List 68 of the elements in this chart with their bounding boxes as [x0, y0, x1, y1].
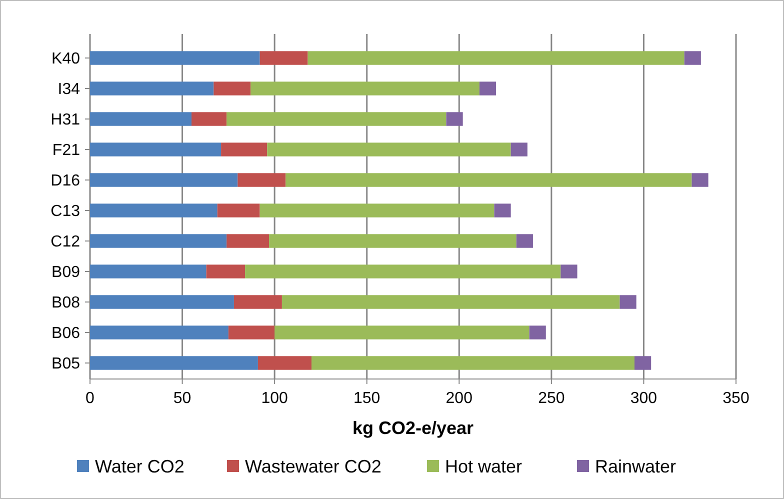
bar: [684, 51, 701, 65]
x-tick-label: 350: [722, 390, 750, 407]
y-tick-label: B09: [52, 264, 80, 282]
y-tick-label: C13: [50, 203, 80, 220]
bar: [267, 142, 511, 156]
bar: [217, 204, 260, 218]
bar: [269, 234, 516, 248]
bar: [311, 356, 634, 370]
y-tick-label: K40: [52, 50, 80, 68]
bar: [692, 173, 708, 187]
bar: [494, 204, 511, 218]
y-tick-label: H31: [50, 112, 80, 129]
bar: [308, 51, 684, 65]
bar: [260, 204, 494, 218]
bar: [214, 82, 251, 96]
bar: [206, 264, 246, 278]
x-axis-title: kg CO2-e/year: [352, 418, 474, 438]
bar: [226, 112, 446, 126]
bar: [516, 234, 533, 248]
bar: [192, 112, 227, 126]
x-tick-label: 250: [538, 390, 565, 407]
legend-label: Wastewater CO2: [245, 456, 382, 476]
bar: [258, 356, 312, 370]
bar: [221, 142, 268, 156]
bar: [260, 51, 308, 65]
bar: [90, 326, 228, 340]
y-tick-label: B06: [52, 325, 80, 342]
bar: [560, 264, 578, 278]
y-tick-label: I34: [58, 81, 80, 98]
bar: [634, 356, 652, 370]
bar: [226, 234, 270, 248]
bar: [234, 295, 282, 309]
y-tick-label: B08: [52, 294, 80, 312]
bar: [90, 204, 218, 218]
x-tick-label: 150: [354, 390, 380, 407]
legend-label: Hot water: [445, 456, 522, 476]
bar: [274, 326, 530, 340]
bar: [510, 142, 528, 156]
bar: [479, 82, 496, 96]
y-tick-label: D16: [50, 172, 80, 190]
bar: [286, 173, 692, 187]
bar: [620, 295, 636, 309]
bar: [529, 326, 546, 340]
bar: [90, 356, 258, 370]
bar: [446, 112, 463, 126]
bar: [90, 264, 206, 278]
legend-label: Rainwater: [595, 456, 676, 476]
bar: [245, 264, 561, 278]
bar: [250, 82, 480, 96]
y-tick-label: C12: [50, 234, 80, 251]
x-tick-label: 50: [173, 390, 192, 407]
x-tick-label: 200: [446, 390, 473, 407]
bar: [90, 112, 192, 126]
x-tick-label: 300: [630, 390, 658, 407]
bar: [90, 51, 260, 65]
x-tick-label: 100: [261, 390, 288, 407]
y-tick-label: B05: [52, 356, 80, 373]
x-tick-label: 0: [86, 390, 95, 407]
legend-label: Water CO2: [95, 456, 184, 476]
bar: [238, 173, 286, 187]
bar: [90, 142, 222, 156]
y-tick-label: F21: [52, 142, 80, 160]
bar: [282, 295, 620, 309]
bar: [90, 234, 227, 248]
bar: [228, 326, 275, 340]
bar: [90, 82, 214, 96]
bar: [90, 173, 238, 187]
bar: [90, 295, 234, 309]
